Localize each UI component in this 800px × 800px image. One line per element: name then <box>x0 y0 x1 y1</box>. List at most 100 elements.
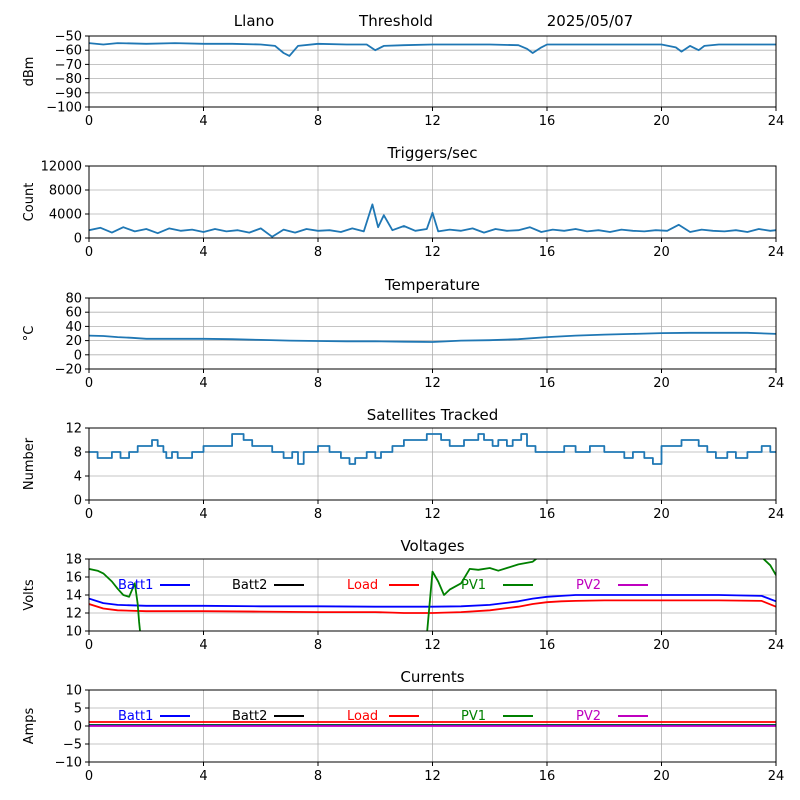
y-tick-label: 16 <box>65 571 82 586</box>
series-line-batt1 <box>89 594 776 608</box>
x-tick-label: 16 <box>539 245 556 260</box>
x-tick-label: 24 <box>768 638 785 653</box>
chart-panel-4: 0 4 8 12 16 20 24 0 4 8 12 Satellites Tracked Number <box>22 406 784 522</box>
legend-label-pv2: PV2 <box>576 709 601 724</box>
x-tick-label: 4 <box>199 114 207 129</box>
axes-frame <box>88 558 777 632</box>
x-tick-label: 20 <box>653 638 670 653</box>
x-tick-label: 12 <box>424 769 441 784</box>
x-tick-label: 12 <box>424 114 441 129</box>
x-tick-label: 0 <box>85 769 93 784</box>
y-tick-label: 0 <box>74 720 82 735</box>
series-line-pv1 <box>89 568 141 631</box>
y-tick-label: 0 <box>74 348 82 363</box>
chart-title: Temperature <box>384 276 480 294</box>
x-tick-label: 0 <box>85 245 93 260</box>
x-tick-label: 16 <box>539 769 556 784</box>
x-tick-label: 20 <box>653 114 670 129</box>
axes-frame <box>88 165 777 239</box>
series-line-data <box>89 42 776 57</box>
y-tick-label: 18 <box>65 553 82 568</box>
x-tick-label: 4 <box>199 638 207 653</box>
series-line-data <box>89 331 776 343</box>
chart-title: Voltages <box>400 537 464 555</box>
chart-panel-5: 0 4 8 12 16 20 24 10 12 14 16 18 Batt1 Batt2 Load PV1 PV… <box>22 537 784 653</box>
x-tick-label: 8 <box>314 114 322 129</box>
report-date: 2025/05/07 <box>547 12 633 30</box>
x-tick-label: 24 <box>768 114 785 129</box>
legend-label-pv1: PV1 <box>461 709 486 724</box>
y-tick-label: 40 <box>65 320 82 335</box>
y-tick-label: 80 <box>65 292 82 307</box>
y-tick-label: 4 <box>74 470 82 485</box>
station-name: Llano <box>234 12 274 30</box>
series-line-data <box>89 433 776 465</box>
y-tick-label: −90 <box>55 86 82 101</box>
x-tick-label: 12 <box>424 245 441 260</box>
y-axis-label: °C <box>22 326 37 342</box>
x-tick-label: 20 <box>653 507 670 522</box>
y-tick-label: 20 <box>65 334 82 349</box>
y-tick-label: 0 <box>74 494 82 509</box>
axes-frame <box>88 297 777 370</box>
y-tick-label: 10 <box>65 625 82 640</box>
x-tick-label: 8 <box>314 638 322 653</box>
x-tick-label: 0 <box>85 638 93 653</box>
axes-frame <box>88 427 777 501</box>
x-tick-label: 16 <box>539 507 556 522</box>
x-tick-label: 0 <box>85 507 93 522</box>
chart-title: Satellites Tracked <box>367 406 498 424</box>
x-tick-label: 0 <box>85 114 93 129</box>
x-tick-label: 12 <box>424 376 441 391</box>
y-tick-label: 10 <box>65 684 82 699</box>
x-tick-label: 16 <box>539 114 556 129</box>
x-tick-label: 20 <box>653 376 670 391</box>
axes-frame <box>88 35 777 108</box>
x-tick-label: 16 <box>539 638 556 653</box>
y-axis-label: Count <box>22 183 37 222</box>
x-tick-label: 20 <box>653 245 670 260</box>
y-tick-label: 14 <box>65 589 82 604</box>
trigger-mode: Threshold <box>358 12 433 30</box>
legend-label-batt2: Batt2 <box>232 578 267 593</box>
chart-title: Triggers/sec <box>387 144 478 162</box>
chart-panel-6: 0 4 8 12 16 20 24 −10 −5 0 5 10 Batt1 Batt2 Load PV1 PV2… <box>22 668 784 784</box>
y-tick-label: −20 <box>55 363 82 378</box>
series-line-pv1 <box>426 559 538 631</box>
y-tick-label: −70 <box>55 58 82 73</box>
legend-label-batt1: Batt1 <box>118 578 153 593</box>
x-tick-label: 8 <box>314 376 322 391</box>
legend-label-pv1: PV1 <box>461 578 486 593</box>
x-tick-label: 12 <box>424 507 441 522</box>
y-axis-label: dBm <box>22 57 37 87</box>
legend-label-pv2: PV2 <box>576 578 601 593</box>
x-tick-label: 4 <box>199 769 207 784</box>
y-tick-label: 4000 <box>49 208 82 223</box>
y-axis-label: Volts <box>22 579 37 611</box>
x-tick-label: 8 <box>314 769 322 784</box>
x-tick-label: 24 <box>768 507 785 522</box>
y-tick-label: −80 <box>55 72 82 87</box>
series-line-data <box>89 203 776 238</box>
legend-label-batt2: Batt2 <box>232 709 267 724</box>
y-tick-label: −5 <box>63 738 82 753</box>
y-tick-label: −10 <box>55 756 82 771</box>
x-tick-label: 24 <box>768 245 785 260</box>
y-tick-label: −100 <box>46 101 82 116</box>
chart-title: Currents <box>400 668 464 686</box>
x-tick-label: 0 <box>85 376 93 391</box>
y-tick-label: −50 <box>55 30 82 45</box>
x-tick-label: 20 <box>653 769 670 784</box>
x-tick-label: 12 <box>424 638 441 653</box>
x-tick-label: 8 <box>314 245 322 260</box>
legend-label-batt1: Batt1 <box>118 709 153 724</box>
series-line-pv1 <box>762 559 776 576</box>
x-tick-label: 16 <box>539 376 556 391</box>
y-tick-label: −60 <box>55 44 82 59</box>
x-tick-label: 24 <box>768 376 785 391</box>
y-tick-label: 5 <box>74 702 82 717</box>
y-tick-label: 12 <box>65 422 82 437</box>
x-tick-label: 4 <box>199 245 207 260</box>
